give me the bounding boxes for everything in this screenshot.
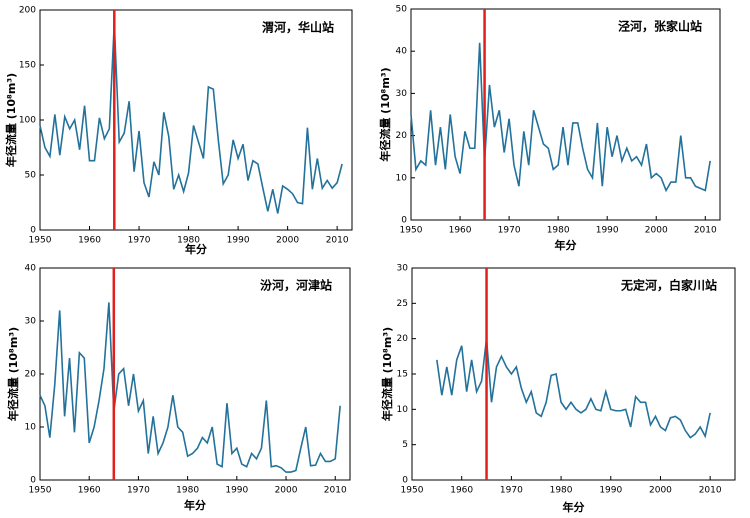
plot-frame	[39, 267, 351, 481]
y-tick-label: 10	[396, 173, 408, 183]
y-tick-label: 0	[30, 226, 36, 236]
y-tick-label: 10	[25, 423, 37, 433]
y-tick-label: 0	[30, 476, 36, 486]
x-tick-label: 1960	[78, 486, 101, 496]
x-tick-label: 1950	[401, 486, 424, 496]
y-axis-label: 年径流量 (10⁸m³)	[380, 327, 394, 421]
x-tick-label: 1990	[225, 486, 248, 496]
y-tick-label: 30	[25, 317, 37, 327]
y-tick-label: 0	[401, 216, 407, 226]
data-line	[39, 302, 341, 473]
y-tick-label: 5	[402, 440, 408, 450]
x-tick-label: 1970	[127, 486, 150, 496]
data-line	[39, 23, 343, 214]
x-tick-label: 1970	[498, 226, 521, 236]
chart-title: 泾河，张家山站	[618, 19, 702, 34]
y-tick-label: 50	[396, 5, 408, 15]
x-tick-label: 1960	[450, 486, 473, 496]
x-tick-label: 2000	[275, 486, 298, 496]
x-tick-label: 1980	[176, 486, 199, 496]
x-tick-label: 1980	[177, 236, 200, 246]
y-axis-label: 年径流量 (10⁸m³)	[4, 73, 18, 167]
x-tick-label: 1950	[29, 236, 52, 246]
x-axis-label: 年分	[184, 498, 206, 512]
x-axis-label: 年分	[563, 500, 585, 514]
data-line	[436, 338, 711, 439]
y-tick-label: 30	[397, 264, 409, 274]
y-tick-label: 25	[397, 299, 408, 309]
y-tick-label: 20	[396, 131, 408, 141]
x-tick-label: 1970	[500, 486, 523, 496]
plot-frame	[39, 9, 353, 231]
x-tick-label: 2000	[276, 236, 299, 246]
y-tick-label: 100	[19, 116, 36, 126]
x-axis-label: 年分	[185, 242, 207, 256]
data-line	[410, 42, 711, 193]
y-tick-label: 50	[25, 171, 37, 181]
x-tick-label: 1960	[78, 236, 101, 246]
y-axis-label: 年径流量 (10⁸m³)	[378, 67, 392, 161]
plot-frame	[410, 8, 721, 221]
chart-title: 渭河，华山站	[262, 20, 334, 35]
chart-title: 无定河，白家川站	[620, 278, 717, 293]
y-tick-label: 30	[396, 89, 408, 99]
y-tick-label: 20	[25, 370, 37, 380]
y-tick-label: 0	[402, 476, 408, 486]
x-tick-label: 1980	[550, 486, 573, 496]
x-tick-label: 1970	[128, 236, 151, 246]
x-tick-label: 1990	[596, 226, 619, 236]
y-tick-label: 200	[19, 6, 36, 16]
plot-frame	[411, 267, 736, 481]
y-tick-label: 40	[25, 264, 37, 274]
y-tick-label: 40	[396, 47, 408, 57]
x-tick-label: 1950	[400, 226, 423, 236]
x-tick-label: 1990	[227, 236, 250, 246]
x-tick-label: 2010	[324, 486, 347, 496]
y-axis-label: 年径流量 (10⁸m³)	[6, 327, 20, 421]
x-tick-label: 2010	[694, 226, 717, 236]
x-tick-label: 1960	[449, 226, 472, 236]
y-tick-label: 10	[397, 405, 409, 415]
x-tick-label: 2010	[699, 486, 722, 496]
y-tick-label: 20	[397, 334, 409, 344]
x-tick-label: 2010	[326, 236, 349, 246]
y-tick-label: 15	[397, 370, 408, 380]
x-tick-label: 2000	[645, 226, 668, 236]
x-tick-label: 1980	[547, 226, 570, 236]
x-tick-label: 2000	[649, 486, 672, 496]
x-axis-label: 年分	[555, 238, 577, 252]
y-tick-label: 150	[19, 61, 36, 71]
x-tick-label: 1990	[599, 486, 622, 496]
x-tick-label: 1950	[29, 486, 52, 496]
chart-title: 汾河，河津站	[260, 278, 332, 293]
